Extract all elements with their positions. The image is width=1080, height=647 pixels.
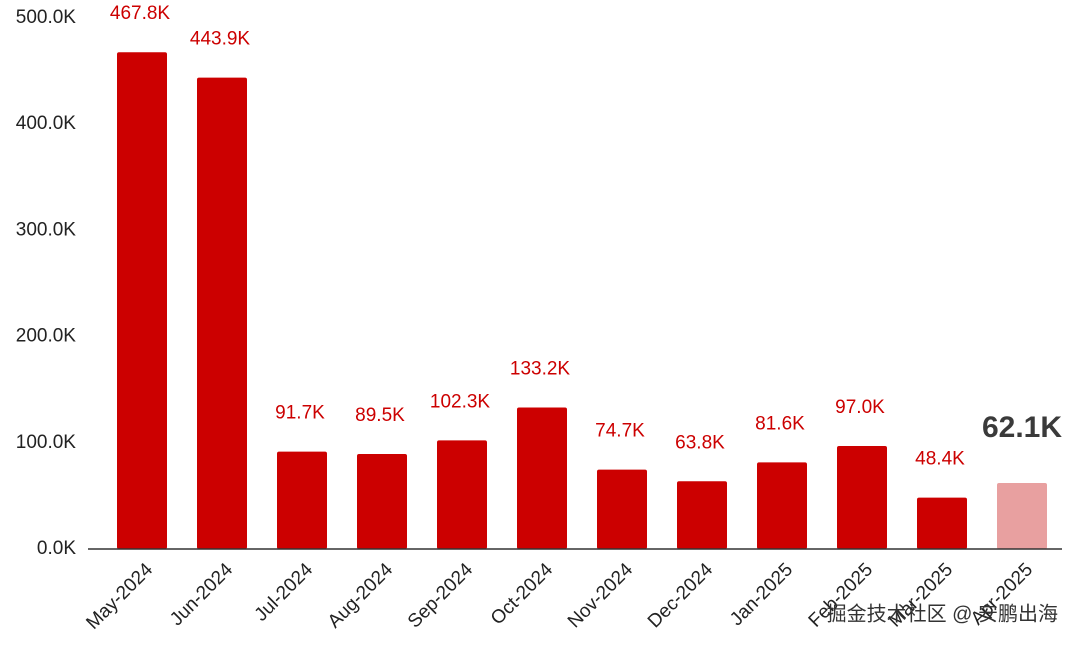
bar	[997, 483, 1047, 549]
x-tick-label: Sep-2024	[404, 559, 477, 632]
bar	[597, 469, 647, 549]
value-label: 81.6K	[755, 413, 805, 434]
bar	[437, 440, 487, 549]
x-tick-label: Jun-2024	[166, 559, 237, 630]
value-label: 102.3K	[430, 391, 491, 412]
bar	[117, 52, 167, 549]
value-label: 48.4K	[915, 449, 965, 470]
x-tick-label: Oct-2024	[487, 559, 557, 629]
value-label: 63.8K	[675, 432, 725, 453]
y-tick-label: 400.0K	[16, 113, 77, 134]
value-label: 133.2K	[510, 359, 571, 380]
x-tick-label: Jul-2024	[251, 559, 318, 626]
y-tick-label: 0.0K	[37, 538, 76, 559]
x-tick-label: Jan-2025	[726, 559, 797, 630]
x-tick-label: May-2024	[82, 559, 157, 634]
y-tick-label: 100.0K	[16, 432, 77, 453]
watermark: 掘金技术社区 @ 安鹏出海	[827, 602, 1058, 625]
bar	[277, 451, 327, 549]
x-tick-label: Nov-2024	[564, 559, 637, 632]
value-label: 74.7K	[595, 421, 645, 442]
y-tick-label: 300.0K	[16, 219, 77, 240]
value-label: 91.7K	[275, 403, 325, 424]
y-tick-label: 500.0K	[16, 7, 77, 28]
bar	[917, 497, 967, 549]
bar	[837, 445, 887, 549]
value-label: 97.0K	[835, 397, 885, 418]
bar	[677, 481, 727, 549]
value-label: 89.5K	[355, 405, 405, 426]
bar	[517, 407, 567, 549]
value-label: 443.9K	[190, 29, 251, 50]
x-tick-label: Dec-2024	[644, 559, 717, 632]
value-label: 62.1K	[982, 411, 1062, 444]
bar	[757, 462, 807, 549]
x-tick-label: Aug-2024	[324, 559, 397, 632]
y-tick-label: 200.0K	[16, 326, 77, 347]
value-label: 467.8K	[110, 3, 171, 24]
bar	[197, 77, 247, 550]
bar	[357, 453, 407, 549]
